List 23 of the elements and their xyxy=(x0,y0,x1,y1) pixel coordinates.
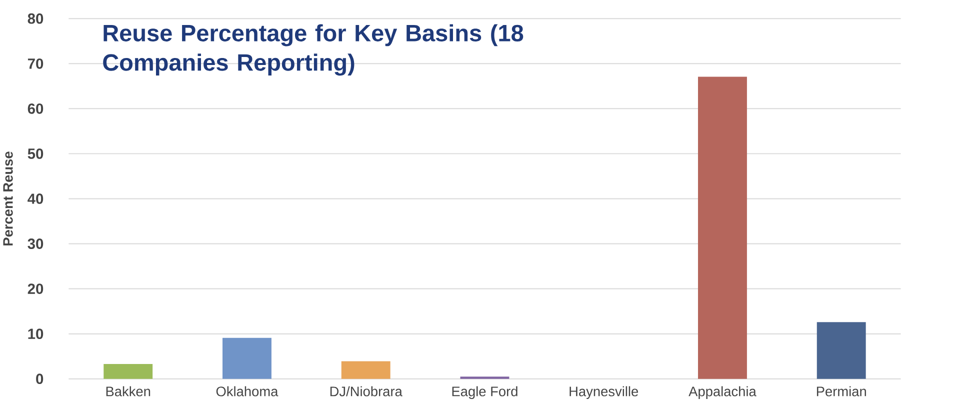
y-tick-label: 20 xyxy=(28,284,44,294)
y-tick-label: 60 xyxy=(28,103,44,114)
x-tick-label: Bakken xyxy=(106,386,150,396)
x-tick-label: Eagle Ford xyxy=(452,386,518,399)
x-tick-label: Haynesville xyxy=(570,386,638,399)
bar xyxy=(222,338,272,379)
x-tick-label: Permian xyxy=(816,386,866,396)
bar xyxy=(341,361,390,379)
y-axis-title: Percent Reuse xyxy=(3,152,13,246)
y-tick-label: 70 xyxy=(28,58,44,69)
bar xyxy=(104,364,153,379)
x-tick-label: Oklahoma xyxy=(216,386,278,396)
y-tick-label: 40 xyxy=(28,194,44,204)
y-tick-label: 0 xyxy=(36,374,44,384)
x-tick-label: Appalachia xyxy=(688,386,756,399)
y-tick-label: 50 xyxy=(28,148,44,159)
y-tick-label: 10 xyxy=(28,328,44,339)
text: Reuse Percentage for Key Basins (18 Companies Reporting) xyxy=(103,24,524,76)
y-tick-label: 80 xyxy=(28,13,44,24)
y-tick-label: 30 xyxy=(28,238,44,249)
bar xyxy=(698,76,747,379)
x-tick-label: DJ/Niobrara xyxy=(330,386,402,396)
bar xyxy=(816,322,866,379)
